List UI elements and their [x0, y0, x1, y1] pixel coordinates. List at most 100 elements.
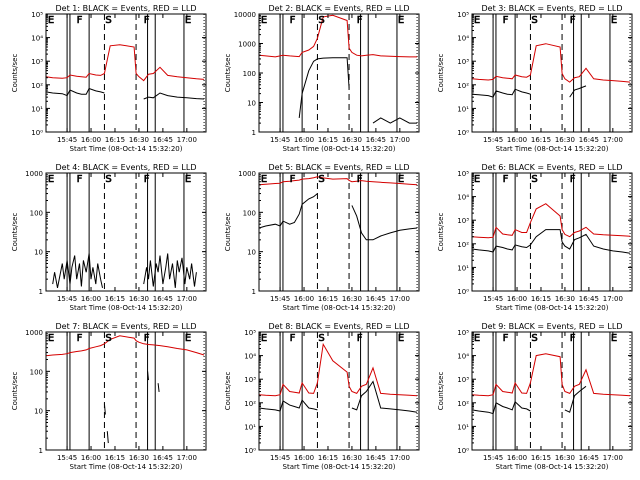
x-tick-label: 15:45 — [57, 454, 77, 462]
phase-marker-e: E — [611, 333, 617, 344]
x-tick-label: 16:00 — [294, 136, 314, 144]
series-events-line — [258, 380, 418, 413]
y-tick-label: 10⁵ — [457, 329, 469, 337]
phase-marker-e: E — [398, 333, 404, 344]
phase-marker-f: F — [503, 333, 509, 344]
chart-title: Det 4: BLACK = Events, RED = LLD — [56, 163, 197, 172]
phase-marker-f: F — [290, 15, 296, 26]
y-tick-label: 100 — [30, 209, 43, 217]
chart-panel-6: 10⁰ 10¹ 10² 10³ 10⁴ 10⁵ 15:45 16:00 16:15 16:30 16… — [437, 163, 633, 312]
chart-title: Det 5: BLACK = Events, RED = LLD — [269, 163, 410, 172]
y-tick-label: 10⁰ — [457, 447, 469, 455]
phase-marker-e: E — [611, 15, 617, 26]
x-tick-label: 16:00 — [81, 454, 101, 462]
series-events-line — [103, 371, 160, 444]
phase-marker-s: S — [531, 333, 537, 344]
y-tick-label: 10⁵ — [457, 11, 469, 19]
series-events-line — [258, 193, 418, 241]
y-tick-label: 10¹ — [457, 264, 469, 272]
y-axis-label: Counts/sec — [224, 372, 232, 411]
phase-marker-f: F — [503, 15, 509, 26]
x-tick-label: 16:15 — [318, 136, 338, 144]
x-tick-label: 16:00 — [507, 454, 527, 462]
phase-marker-f: F — [357, 15, 363, 26]
y-axis-label: Counts/sec — [437, 213, 445, 252]
x-tick-label: 16:00 — [81, 136, 101, 144]
x-tick-label: 16:30 — [555, 295, 575, 303]
chart-panel-7: 1 10 100 1000 15:45 16:00 16:15 16:30 16:45 17:00… — [11, 322, 207, 471]
x-tick-label: 16:45 — [366, 454, 386, 462]
y-tick-label: 10⁵ — [457, 170, 469, 178]
y-tick-label: 10 — [247, 100, 256, 108]
phase-marker-f: F — [503, 174, 509, 185]
y-tick-label: 10 — [34, 408, 43, 416]
y-tick-label: 10³ — [457, 376, 469, 384]
phase-marker-s: S — [105, 15, 111, 26]
plot-frame — [471, 172, 633, 292]
phase-marker-f: F — [77, 15, 83, 26]
phase-marker-f: F — [570, 15, 576, 26]
phase-marker-f: F — [290, 333, 296, 344]
phase-marker-f: F — [144, 15, 150, 26]
chart-panel-5: 1 10 100 1000 15:45 16:00 16:15 16:30 16:45 17:00… — [224, 163, 420, 312]
y-tick-label: 10² — [457, 400, 469, 408]
y-tick-label: 10¹ — [457, 105, 469, 113]
x-tick-label: 16:45 — [366, 295, 386, 303]
phase-marker-e: E — [261, 174, 267, 185]
series-lld-line — [471, 43, 631, 83]
x-tick-label: 16:15 — [105, 454, 125, 462]
x-tick-label: 16:15 — [531, 136, 551, 144]
series-lld-line — [45, 44, 205, 82]
y-tick-label: 10⁵ — [244, 329, 256, 337]
series-events-line — [52, 253, 197, 289]
y-tick-label: 10³ — [457, 58, 469, 66]
x-tick-label: 15:45 — [57, 295, 77, 303]
phase-marker-s: S — [318, 174, 324, 185]
x-tick-label: 17:00 — [177, 454, 197, 462]
x-tick-label: 15:45 — [57, 136, 77, 144]
y-tick-label: 1000 — [238, 170, 256, 178]
x-tick-label: 15:45 — [270, 295, 290, 303]
chart-title: Det 7: BLACK = Events, RED = LLD — [56, 322, 197, 331]
phase-marker-f: F — [144, 174, 150, 185]
phase-marker-f: F — [357, 333, 363, 344]
x-axis-label: Start Time (08-Oct-14 15:32:20) — [496, 145, 609, 153]
phase-marker-e: E — [185, 174, 191, 185]
y-tick-label: 1 — [252, 288, 256, 296]
x-tick-label: 16:15 — [318, 295, 338, 303]
x-axis-label: Start Time (08-Oct-14 15:32:20) — [70, 463, 183, 471]
chart-panel-8: 10⁰ 10¹ 10² 10³ 10⁴ 10⁵ 15:45 16:00 16:15 16:30 16… — [224, 322, 420, 471]
x-tick-label: 16:15 — [105, 295, 125, 303]
y-axis-label: Counts/sec — [11, 213, 19, 252]
y-tick-label: 10⁰ — [244, 447, 256, 455]
x-tick-label: 16:30 — [129, 136, 149, 144]
chart-title: Det 3: BLACK = Events, RED = LLD — [482, 4, 623, 13]
y-tick-label: 100 — [243, 209, 256, 217]
phase-marker-f: F — [570, 174, 576, 185]
x-tick-label: 17:00 — [390, 454, 410, 462]
y-tick-label: 10 — [34, 249, 43, 257]
y-tick-label: 10⁴ — [457, 353, 469, 361]
x-tick-label: 16:15 — [531, 295, 551, 303]
x-tick-label: 16:15 — [531, 454, 551, 462]
phase-marker-s: S — [105, 333, 111, 344]
chart-panel-4: 1 10 100 1000 15:45 16:00 16:15 16:30 16:45 17:00… — [11, 163, 207, 312]
phase-marker-f: F — [357, 174, 363, 185]
chart-panel-1: 10⁰ 10¹ 10² 10³ 10⁴ 10⁵ 15:45 16:00 16:15 16:30 16… — [11, 4, 207, 153]
plot-frame — [45, 331, 207, 451]
phase-marker-f: F — [290, 174, 296, 185]
phase-marker-e: E — [474, 174, 480, 185]
y-axis-label: Counts/sec — [11, 54, 19, 93]
chart-title: Det 1: BLACK = Events, RED = LLD — [56, 4, 197, 13]
phase-marker-e: E — [185, 15, 191, 26]
y-tick-label: 1 — [252, 129, 256, 137]
phase-marker-s: S — [318, 15, 324, 26]
x-tick-label: 16:30 — [555, 454, 575, 462]
phase-marker-e: E — [398, 174, 404, 185]
x-tick-label: 16:30 — [129, 454, 149, 462]
x-axis-label: Start Time (08-Oct-14 15:32:20) — [496, 463, 609, 471]
y-axis-label: Counts/sec — [11, 372, 19, 411]
chart-title: Det 9: BLACK = Events, RED = LLD — [482, 322, 623, 331]
x-axis-label: Start Time (08-Oct-14 15:32:20) — [496, 304, 609, 312]
